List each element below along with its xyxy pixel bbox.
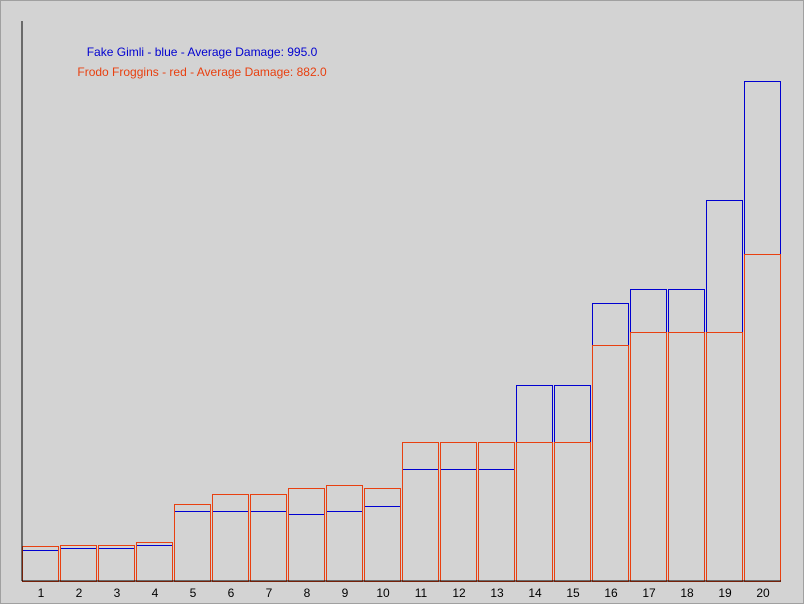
x-tick-label-10: 10 bbox=[376, 586, 390, 600]
x-tick-label-5: 5 bbox=[190, 586, 197, 600]
bar-fake-gimli-7 bbox=[250, 511, 287, 582]
bar-frodo-froggins-18 bbox=[668, 332, 705, 582]
x-tick-label-2: 2 bbox=[76, 586, 83, 600]
bar-frodo-froggins-17 bbox=[630, 332, 667, 582]
bar-frodo-froggins-4 bbox=[136, 542, 173, 582]
bar-frodo-froggins-16 bbox=[592, 345, 629, 582]
bar-fake-gimli-2 bbox=[60, 548, 97, 582]
x-tick-label-16: 16 bbox=[604, 586, 618, 600]
bar-fake-gimli-4 bbox=[136, 545, 173, 582]
bar-fake-gimli-18 bbox=[668, 289, 705, 582]
bar-fake-gimli-8 bbox=[288, 514, 325, 582]
bar-frodo-froggins-14 bbox=[516, 442, 553, 582]
x-tick-label-15: 15 bbox=[566, 586, 580, 600]
bar-fake-gimli-3 bbox=[98, 548, 135, 582]
bar-frodo-froggins-20 bbox=[744, 254, 781, 582]
bar-fake-gimli-15 bbox=[554, 385, 591, 582]
x-tick-labels: 1 2 3 4 5 6 7 8 9 10 11 12 13 14 15 16 17 18 19 20 bbox=[38, 586, 770, 600]
bar-frodo-froggins-10 bbox=[364, 488, 401, 582]
x-tick-label-3: 3 bbox=[114, 586, 121, 600]
x-tick-label-1: 1 bbox=[38, 586, 45, 600]
bar-fake-gimli-1 bbox=[22, 550, 59, 582]
bar-fake-gimli-12 bbox=[440, 469, 477, 582]
bar-frodo-froggins-15 bbox=[554, 442, 591, 582]
bar-fake-gimli-20 bbox=[744, 81, 781, 582]
bar-frodo-froggins-7 bbox=[250, 494, 287, 582]
x-tick-label-9: 9 bbox=[342, 586, 349, 600]
bar-fake-gimli-19 bbox=[706, 200, 743, 582]
bar-frodo-froggins-12 bbox=[440, 442, 477, 582]
bar-frodo-froggins-8 bbox=[288, 488, 325, 582]
bar-frodo-froggins-13 bbox=[478, 442, 515, 582]
bar-fake-gimli-9 bbox=[326, 511, 363, 582]
bar-frodo-froggins-9 bbox=[326, 485, 363, 582]
x-tick-label-12: 12 bbox=[452, 586, 466, 600]
bar-fake-gimli-10 bbox=[364, 506, 401, 582]
bar-frodo-froggins-1 bbox=[22, 546, 59, 582]
x-tick-label-11: 11 bbox=[415, 586, 428, 600]
legend-frodo-froggins: Frodo Froggins - red - Average Damage: 8… bbox=[77, 65, 327, 79]
bar-frodo-froggins-3 bbox=[98, 545, 135, 582]
bar-fake-gimli-14 bbox=[516, 385, 553, 582]
x-tick-label-6: 6 bbox=[228, 586, 235, 600]
x-tick-label-13: 13 bbox=[490, 586, 504, 600]
x-tick-label-17: 17 bbox=[642, 586, 656, 600]
bar-fake-gimli-17 bbox=[630, 289, 667, 582]
bar-fake-gimli-6 bbox=[212, 511, 249, 582]
bar-frodo-froggins-5 bbox=[174, 504, 211, 582]
legend-fake-gimli: Fake Gimli - blue - Average Damage: 995.… bbox=[87, 45, 318, 59]
bar-frodo-froggins-2 bbox=[60, 545, 97, 582]
x-tick-label-20: 20 bbox=[756, 586, 770, 600]
x-tick-label-8: 8 bbox=[304, 586, 311, 600]
bar-fake-gimli-13 bbox=[478, 469, 515, 582]
bar-fake-gimli-11 bbox=[402, 469, 439, 582]
bar-frodo-froggins-11 bbox=[402, 442, 439, 582]
x-tick-label-4: 4 bbox=[152, 586, 159, 600]
x-tick-label-18: 18 bbox=[680, 586, 694, 600]
bar-frodo-froggins-19 bbox=[706, 332, 743, 582]
x-tick-label-14: 14 bbox=[528, 586, 542, 600]
bars-group bbox=[22, 81, 781, 582]
bar-fake-gimli-5 bbox=[174, 511, 211, 582]
x-tick-label-7: 7 bbox=[266, 586, 273, 600]
x-tick-label-19: 19 bbox=[718, 586, 732, 600]
bar-frodo-froggins-6 bbox=[212, 494, 249, 582]
